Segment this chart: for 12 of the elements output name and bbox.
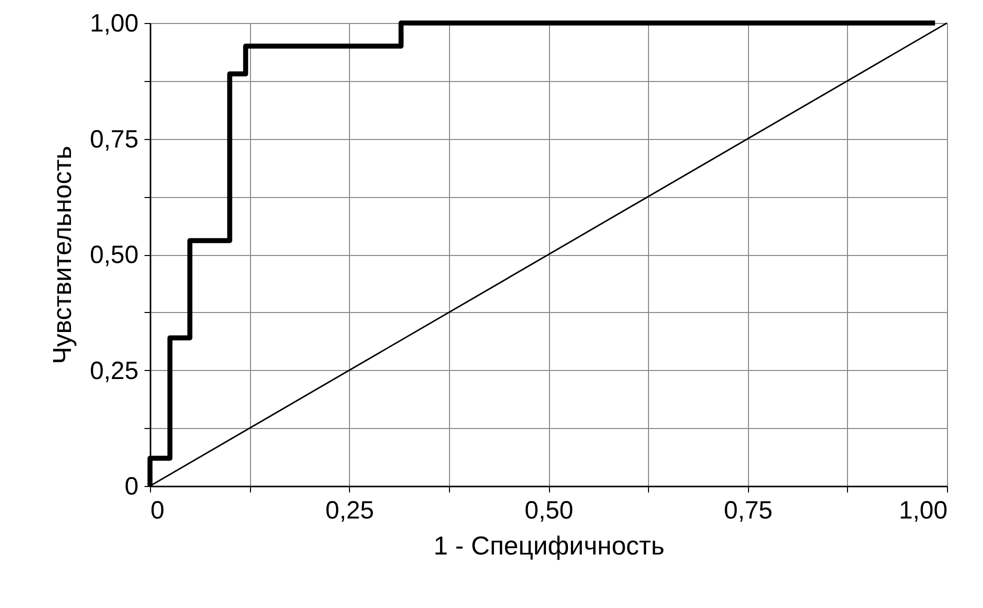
x-tick-label: 0,25	[325, 496, 374, 524]
y-tick-label: 0,75	[90, 125, 138, 154]
y-tick-label: 1,00	[90, 10, 138, 38]
y-tick-label: 0	[124, 472, 138, 500]
x-tick-label: 0	[150, 496, 164, 524]
x-tick-label: 0,75	[724, 496, 773, 524]
x-tick-label: 0,50	[524, 496, 574, 524]
y-tick-label: 0,25	[90, 356, 138, 385]
y-tick-label: 0,50	[90, 241, 138, 269]
y-axis-title: Чувствительность	[46, 146, 77, 364]
x-axis-title: 1 - Специфичность	[433, 530, 665, 560]
x-tick-label: 1,00	[898, 496, 948, 524]
